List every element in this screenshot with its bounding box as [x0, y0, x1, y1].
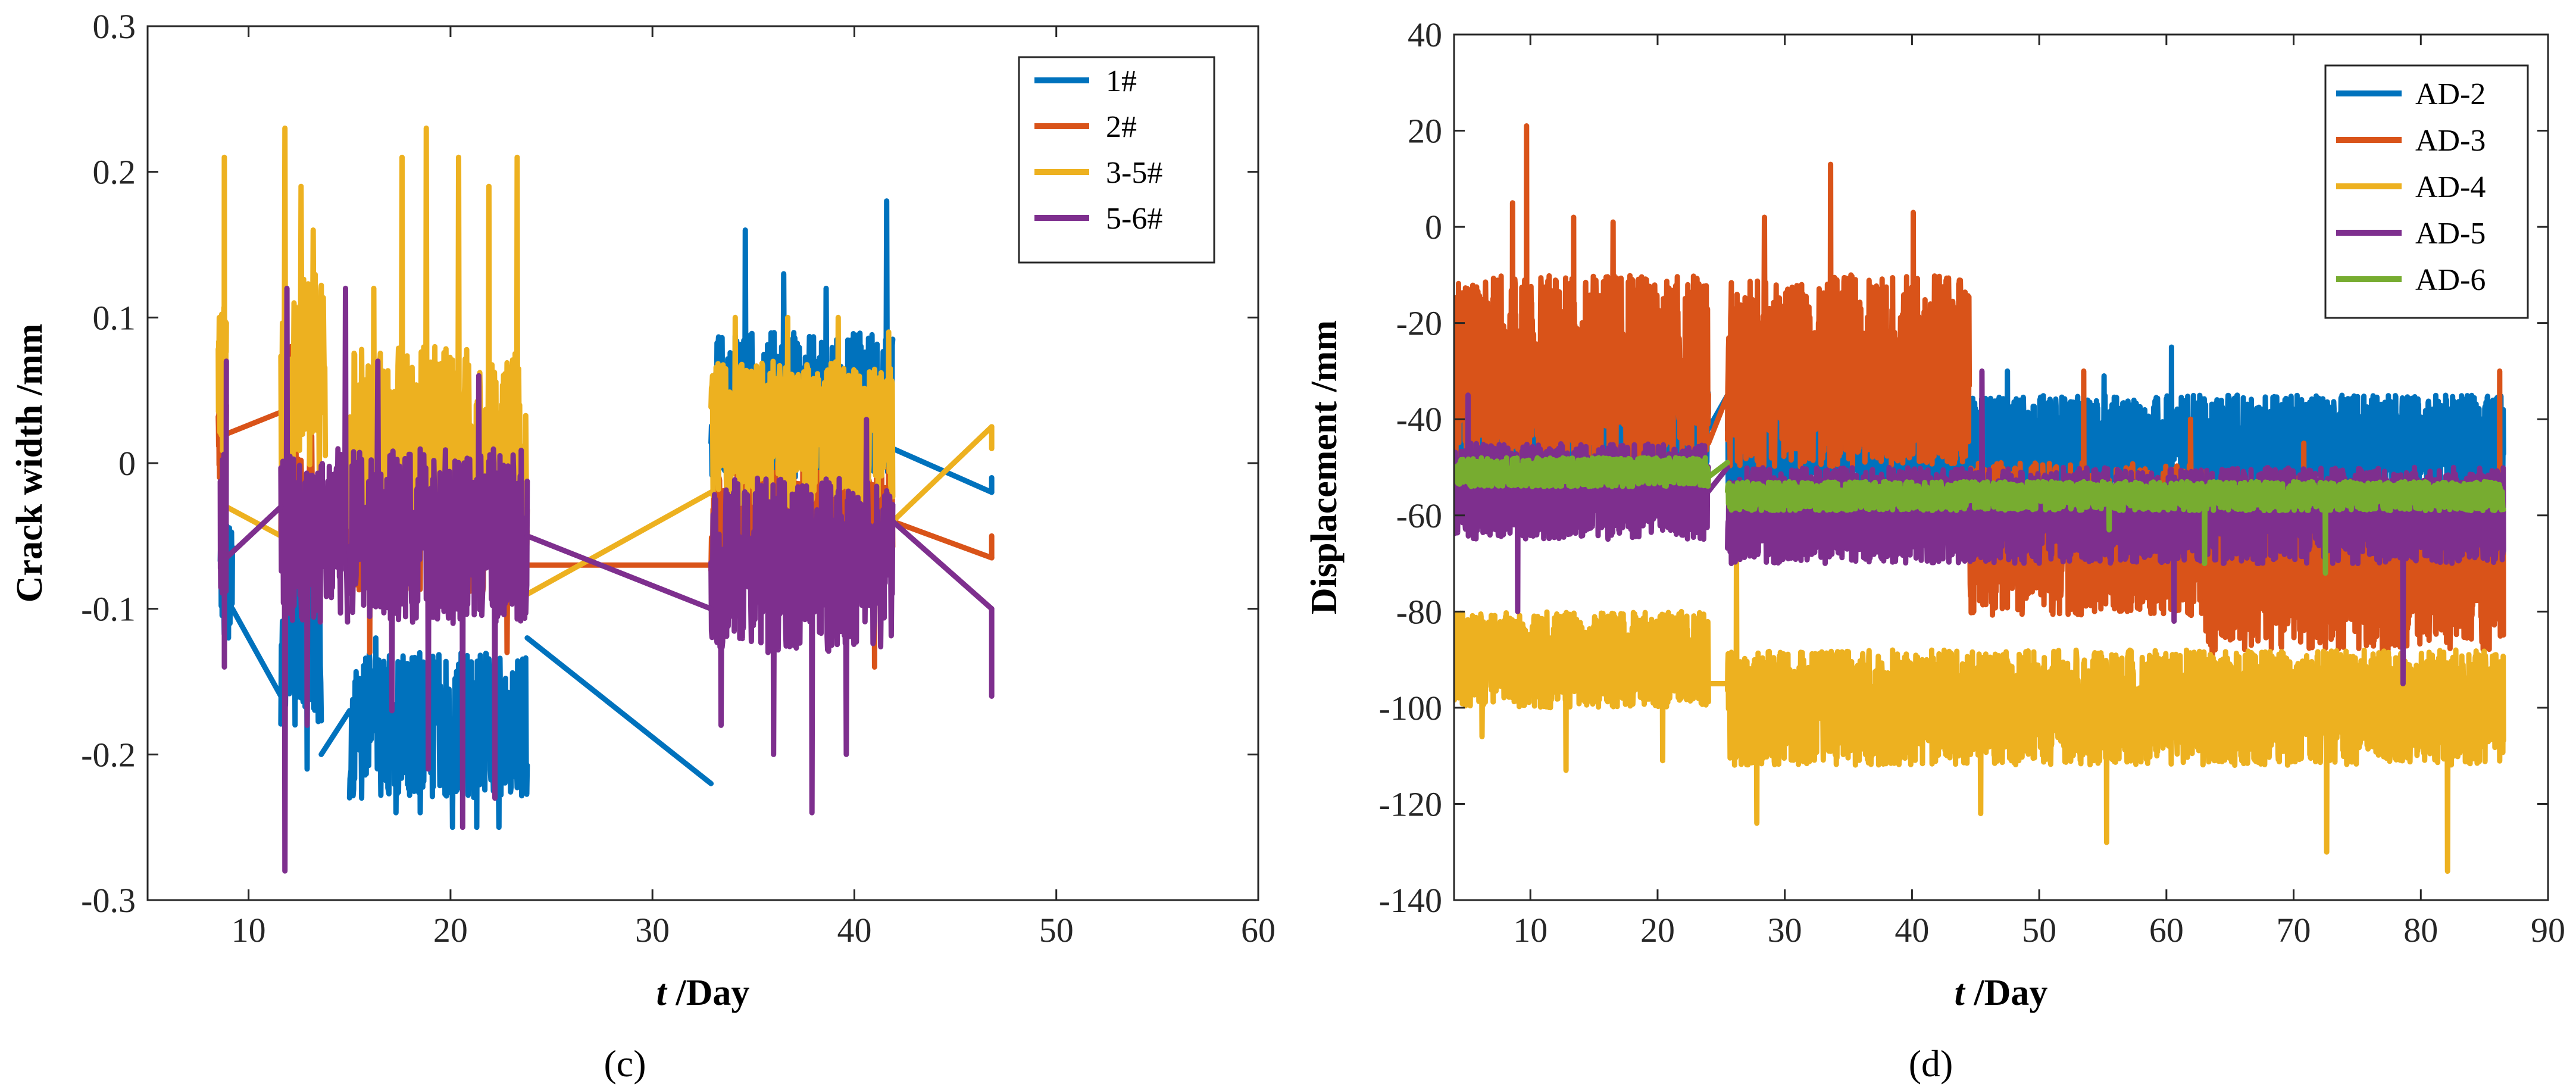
x-tick-label: 60	[2149, 911, 2184, 949]
x-tick-label: 10	[1513, 911, 1548, 949]
panel-label-c: (c)	[604, 1042, 646, 1085]
x-tick-label: 60	[1241, 911, 1276, 949]
legend-label: AD-2	[2415, 77, 2486, 111]
series-link	[223, 504, 284, 539]
series-link	[524, 533, 714, 612]
series-segment	[708, 417, 896, 816]
chart-panel-c: 10 20 30 40 50 60 -0.3 -0.2 -0.1 0 0.1 0.2 0.3 Crack…	[10, 7, 1276, 1085]
x-tick-label: 50	[2022, 911, 2056, 949]
chart-panel-d: 10 20 30 40 50 60 70 80 90 -140 -120 -100 -80 -60 -40 -…	[1304, 15, 2565, 1085]
y-axis-title: Displacement /mm	[1304, 320, 1345, 614]
legend-label: 2#	[1106, 110, 1137, 144]
series-segment	[217, 358, 229, 670]
legend: 1# 2# 3-5# 5-6#	[1018, 56, 1215, 264]
legend-label: AD-6	[2415, 263, 2486, 297]
series-AD-4	[1454, 541, 2506, 874]
series-segment	[1725, 479, 2506, 576]
x-tick-label: 20	[1640, 911, 1675, 949]
series-link	[1705, 464, 1730, 494]
legend-label: 3-5#	[1106, 156, 1162, 190]
series-link	[1705, 460, 1730, 480]
y-tick-label: -140	[1379, 881, 1442, 920]
y-tick-label: -40	[1396, 400, 1442, 439]
y-tick-label: -80	[1396, 592, 1442, 631]
series-link	[223, 409, 284, 437]
series-link	[318, 708, 352, 757]
plot-area-frame	[1453, 33, 2549, 901]
x-tick-label: 90	[2531, 911, 2565, 949]
series-link	[1705, 392, 1730, 446]
x-tick-label: 70	[2277, 911, 2311, 949]
y-tick-label: -100	[1379, 689, 1442, 727]
y-tick-label: 0	[1425, 208, 1442, 246]
legend-box	[2324, 64, 2529, 319]
x-tick-label: 30	[1768, 911, 1802, 949]
y-tick-label: 0.2	[93, 153, 136, 192]
series-5-6#	[217, 285, 995, 874]
series-segment	[346, 635, 530, 830]
series-segment	[1454, 123, 1711, 470]
x-tick-label: 30	[635, 911, 670, 949]
series-segment	[278, 285, 351, 874]
x-tick-label: 20	[433, 911, 468, 949]
y-axis-title: Crack width /mm	[10, 324, 50, 602]
series-AD-6	[1454, 455, 2506, 576]
series-segment	[1725, 161, 1972, 470]
series-link	[890, 518, 995, 612]
y-tick-label: -20	[1396, 304, 1442, 343]
series-link	[223, 504, 284, 561]
x-tick-label: 80	[2403, 911, 2438, 949]
x-axis-title: t /Day	[1955, 973, 2048, 1013]
x-axis-title: t /Day	[656, 973, 750, 1013]
x-tick-label: 40	[837, 911, 871, 949]
tick-layer: 10 20 30 40 50 60 70 80 90 -140 -120 -100 -80 -60 -40 -…	[1379, 15, 2565, 949]
series-link	[524, 489, 714, 597]
series-segment	[1454, 455, 1711, 489]
series-layer	[215, 125, 995, 874]
y-tick-label: 20	[1408, 112, 1442, 151]
y-tick-label: 40	[1408, 15, 1442, 54]
legend-label: AD-3	[2415, 124, 2486, 158]
series-segment	[708, 314, 896, 509]
y-tick-label: -0.3	[81, 881, 136, 920]
y-tick-label: 0	[118, 444, 136, 483]
tick-layer: 10 20 30 40 50 60 -0.3 -0.2 -0.1 0 0.1 0.2 0.3	[81, 7, 1276, 949]
series-segment	[1454, 608, 1711, 773]
legend-label: AD-4	[2415, 170, 2486, 204]
x-tick-label: 10	[232, 911, 266, 949]
y-tick-label: -0.2	[81, 735, 136, 774]
series-link	[890, 518, 995, 561]
legend-box	[1018, 56, 1215, 264]
legend-label: 5-6#	[1106, 202, 1162, 236]
legend-label: AD-5	[2415, 217, 2486, 251]
y-tick-label: 0.3	[93, 7, 136, 46]
x-tick-label: 50	[1039, 911, 1074, 949]
y-tick-label: 0.1	[93, 298, 136, 337]
x-tick-label: 40	[1895, 911, 1929, 949]
panel-label-d: (d)	[1909, 1042, 1953, 1085]
legend: AD-2 AD-3 AD-4 AD-5 AD-6	[2324, 64, 2529, 319]
legend-label: 1#	[1106, 64, 1137, 98]
series-link	[890, 424, 995, 524]
series-segment	[346, 358, 530, 830]
y-tick-label: -120	[1379, 785, 1442, 823]
y-tick-label: -60	[1396, 496, 1442, 535]
series-link	[229, 606, 284, 699]
y-tick-label: -0.1	[81, 590, 136, 629]
series-link	[524, 635, 714, 786]
series-layer	[1454, 123, 2506, 874]
series-segment	[1725, 541, 2506, 874]
